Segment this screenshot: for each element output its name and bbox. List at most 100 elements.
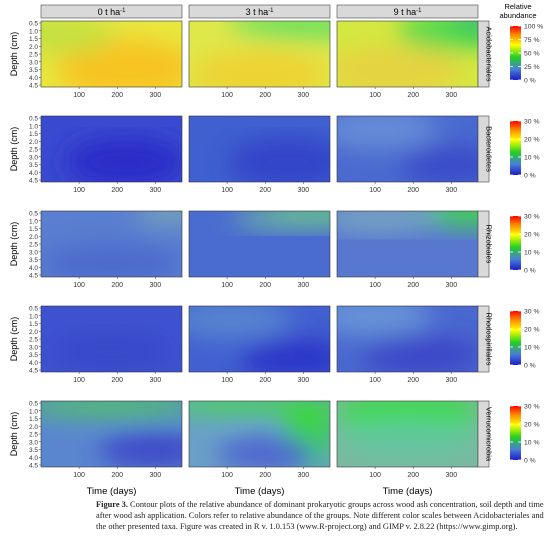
x-tick-label: 200 [407,92,419,99]
x-tick-label: 100 [73,92,85,99]
panel-border [188,210,331,278]
contour-blob [65,137,182,182]
x-tick-label: 100 [73,377,85,384]
y-tick-label: 2.0 [29,44,38,51]
y-tick-label: 3.0 [29,344,38,351]
contour-blob [337,211,440,233]
colorbar-tick-label: 50 % [524,51,540,58]
y-tick-label: 1.5 [29,36,38,43]
row-strip [477,400,490,468]
y-tick-label: 4.5 [29,83,38,90]
contour-panel [40,115,183,183]
contour-blob [51,332,172,372]
contour-panel [336,20,479,88]
x-tick-label: 300 [149,282,161,289]
x-tick-label: 100 [369,377,381,384]
x-tick-label: 300 [297,282,309,289]
contour-blob [396,21,478,51]
panel-border [188,20,331,88]
y-tick-label: 0.5 [29,401,38,408]
colorbar-tick-label: 30 % [524,309,540,316]
x-tick-label: 100 [369,92,381,99]
colorbar-tick-label: 75 % [524,37,540,44]
y-axis-label: Depth (cm) [9,222,19,267]
contour-panel [40,210,183,278]
contour-blob [399,145,478,182]
colorbar-tick-label: 20 % [524,422,540,429]
y-tick-label: 3.5 [29,352,38,359]
colorbar-tick-label: 10 % [524,250,540,257]
colorbar-tick-label: 30 % [524,404,540,411]
x-axis-label: Time (days) [235,486,285,497]
x-tick-label: 300 [445,187,457,194]
column-header-superscript: -1 [120,8,126,14]
panel-fill [189,21,330,87]
caption-text: Contour plots of the relative abundance … [96,500,544,531]
contour-panel [40,305,183,373]
y-tick-label: 0.5 [29,211,38,218]
contour-blob [361,335,478,372]
x-tick-label: 100 [369,187,381,194]
colorbar-tick-label: 30 % [524,119,540,126]
contour-shading [227,137,330,182]
contour-blob [228,21,330,40]
contour-blob [337,116,440,150]
x-tick-label: 100 [73,282,85,289]
legend-title-line: abundance [499,11,536,20]
contour-shading [189,306,330,372]
figure-caption: Figure 3. Contour plots of the relative … [96,500,548,532]
contour-blob [41,243,182,277]
x-tick-label: 100 [369,282,381,289]
contour-panel [188,115,331,183]
colorbar-tick-label: 10 % [524,345,540,352]
x-tick-label: 200 [259,377,271,384]
y-tick-label: 1.0 [29,28,38,35]
contour-blob [337,45,464,87]
panel-border [188,115,331,183]
column-header-superscript: -1 [268,8,274,14]
x-tick-label: 100 [73,472,85,479]
x-tick-label: 100 [369,472,381,479]
contour-shading [41,401,182,467]
y-tick-label: 2.5 [29,52,38,59]
x-tick-label: 200 [259,92,271,99]
x-tick-label: 300 [445,472,457,479]
colorbar [510,216,521,270]
y-tick-label: 3.5 [29,162,38,169]
colorbar-tick-label: 0 % [524,363,536,370]
panel-fill [337,21,478,87]
y-tick-label: 4.5 [29,178,38,185]
x-tick-label: 300 [297,92,309,99]
contour-blob [41,21,116,55]
y-tick-label: 4.5 [29,463,38,470]
contour-blob [337,306,433,336]
legend: 100 % 75 % 50 % 25 % 0 % 30 % 20 % 10 % 0 % 30 % 2… [499,2,543,465]
y-tick-label: 3.0 [29,439,38,446]
x-axis-label: Time (days) [383,486,433,497]
x-tick-label: 300 [445,92,457,99]
colorbar-tick-label: 0 % [524,173,536,180]
colorbar-tick-label: 30 % [524,214,540,221]
panel-fill [41,306,182,372]
x-tick-label: 200 [111,472,123,479]
y-tick-label: 1.5 [29,416,38,423]
x-tick-label: 100 [73,187,85,194]
x-tick-label: 200 [111,92,123,99]
contour-panel [188,305,331,373]
colorbar-tick-label: 25 % [524,64,540,71]
panel-fill [337,211,478,277]
contour-blob [98,432,182,467]
x-tick-label: 200 [111,282,123,289]
y-tick-label: 1.0 [29,313,38,320]
row-strip-label: Acidobacteriales [485,26,494,81]
y-tick-label: 1.0 [29,408,38,415]
x-tick-label: 200 [259,472,271,479]
colorbar-tick-label: 10 % [524,440,540,447]
x-tick-label: 300 [297,187,309,194]
x-tick-label: 200 [111,187,123,194]
column-header-strip [188,4,331,19]
contour-panel [40,400,183,468]
y-tick-label: 4.0 [29,265,38,272]
contour-shading [337,306,478,372]
contour-shading [337,116,478,182]
